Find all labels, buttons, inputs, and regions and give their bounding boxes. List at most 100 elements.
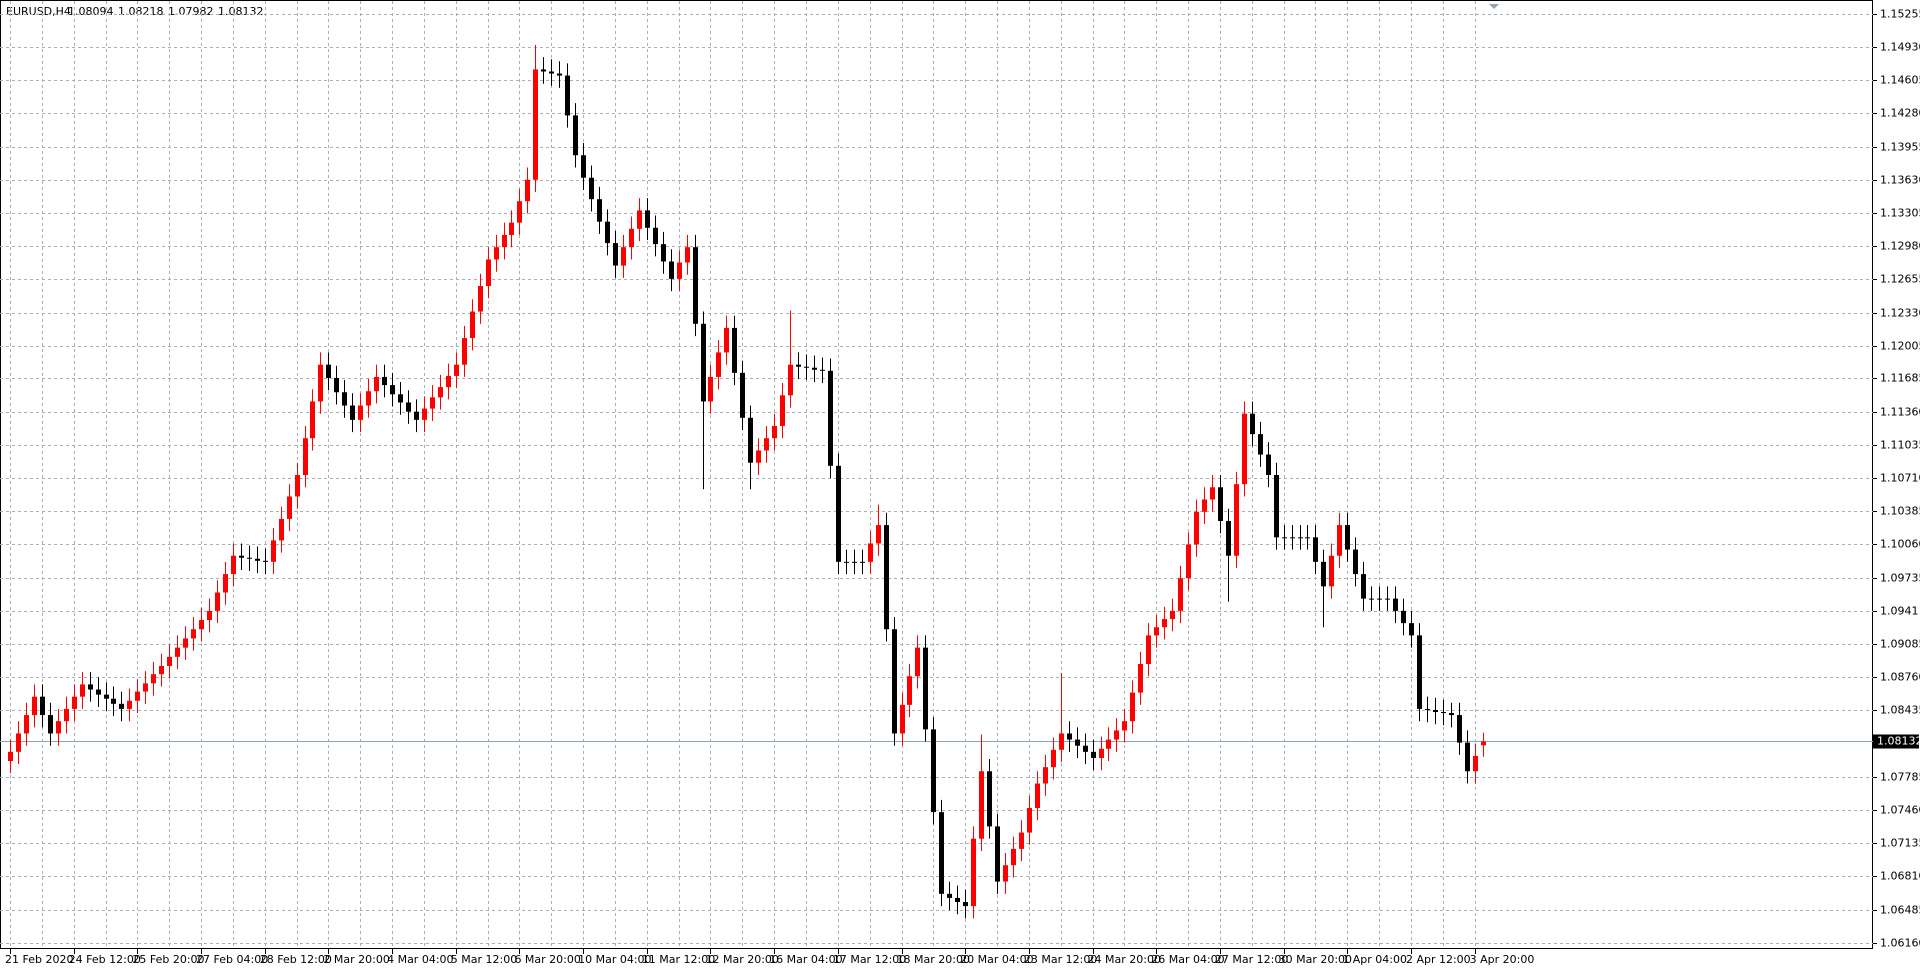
candle-body: [1282, 537, 1287, 539]
candle-body: [589, 177, 594, 200]
y-tick-label: 1.13955: [1880, 141, 1920, 154]
x-tick-label: 24 Feb 12:00: [69, 953, 141, 966]
candle-body: [111, 698, 116, 704]
x-tick-label: 18 Mar 20:00: [897, 953, 970, 966]
candle-body: [1122, 721, 1127, 731]
candle-body: [1011, 848, 1016, 866]
header-value: 1.08218: [118, 5, 164, 18]
candle-body: [446, 375, 451, 388]
candle-body: [295, 475, 300, 497]
candle-body: [1305, 537, 1310, 539]
candle-body: [764, 438, 769, 451]
candle-body: [1393, 598, 1398, 611]
x-tick-label: 6 Mar 20:00: [514, 953, 580, 966]
y-tick-label: 1.12980: [1880, 240, 1920, 253]
x-tick-label: 2 Mar 20:00: [323, 953, 389, 966]
x-tick-label: 24 Mar 20:00: [1088, 953, 1161, 966]
candle-body: [748, 417, 753, 463]
candle-body: [987, 771, 992, 827]
x-tick-label: 2 Apr 12:00: [1406, 953, 1471, 966]
candle-body: [963, 902, 968, 907]
candle-body: [326, 364, 331, 378]
candle-body: [32, 696, 37, 716]
candle-body: [1385, 598, 1390, 600]
y-tick-label: 1.13305: [1880, 207, 1920, 220]
candle-body: [693, 247, 698, 324]
candle-body: [470, 311, 475, 339]
candle-body: [836, 465, 841, 562]
candle-body: [756, 450, 761, 463]
x-tick-label: 3 Apr 20:00: [1470, 953, 1535, 966]
candle-body: [1091, 751, 1096, 758]
candle-body: [334, 377, 339, 393]
candle-body: [1481, 741, 1486, 746]
candle-body: [788, 364, 793, 396]
candle-body: [1059, 733, 1064, 750]
candle-body: [207, 610, 212, 621]
y-tick-label: 1.09085: [1880, 638, 1920, 651]
candle-body: [1242, 413, 1247, 485]
candle-body: [701, 323, 706, 402]
candle-body: [96, 689, 101, 695]
candle-body: [143, 683, 148, 692]
candle-body: [1441, 712, 1446, 714]
shift-marker: [1489, 4, 1499, 9]
candle-body: [183, 638, 188, 648]
candle-body: [1298, 537, 1303, 539]
candle-body: [724, 327, 729, 353]
candle-body: [517, 201, 522, 223]
candle-body: [1003, 865, 1008, 882]
y-tick-label: 1.08760: [1880, 671, 1920, 684]
candle-body: [716, 352, 721, 377]
y-tick-label: 1.07785: [1880, 771, 1920, 784]
candle-body: [613, 243, 618, 266]
candle-body: [509, 222, 514, 235]
y-tick-label: 1.10060: [1880, 538, 1920, 551]
candle-body: [677, 262, 682, 279]
candle-body: [955, 897, 960, 903]
y-tick-label: 1.08435: [1880, 704, 1920, 717]
candle-body: [1218, 487, 1223, 521]
y-tick-label: 1.12330: [1880, 307, 1920, 320]
candle-body: [1250, 413, 1255, 435]
candle-body: [366, 391, 371, 406]
candle-body: [796, 364, 801, 367]
candle-body: [1345, 525, 1350, 550]
price-label-box: [1873, 734, 1919, 749]
candle-body: [828, 370, 833, 466]
y-tick-label: 1.11035: [1880, 439, 1920, 452]
candle-body: [812, 367, 817, 370]
candle-body: [486, 259, 491, 287]
candle-body: [1019, 832, 1024, 849]
candle-body: [573, 115, 578, 156]
candle-body: [979, 771, 984, 839]
candle-body: [876, 525, 881, 544]
candle-body: [239, 555, 244, 558]
candle-body: [231, 555, 236, 575]
candle-body: [342, 392, 347, 406]
candle-body: [1106, 739, 1111, 749]
candle-body: [303, 438, 308, 475]
candle-body: [390, 385, 395, 395]
price-label: 1.08132: [1877, 735, 1920, 748]
y-tick-label: 1.10385: [1880, 505, 1920, 518]
candle-body: [931, 729, 936, 813]
candle-body: [1258, 434, 1263, 455]
candle-body: [438, 387, 443, 398]
candle-body: [1266, 454, 1271, 475]
x-tick-label: 21 Feb 2020: [5, 953, 73, 966]
candle-body: [1274, 475, 1279, 538]
candle-body: [1353, 549, 1358, 575]
candle-body: [852, 561, 857, 563]
candle-body: [287, 496, 292, 519]
candle-body: [907, 676, 912, 705]
candle-body: [502, 234, 507, 248]
candle-body: [374, 376, 379, 392]
candle-body: [1234, 484, 1239, 556]
candle-body: [215, 592, 220, 611]
y-tick-label: 1.14930: [1880, 41, 1920, 54]
x-tick-label: 11 Mar 12:00: [642, 953, 715, 966]
candle-body: [557, 73, 562, 76]
candle-body: [1162, 619, 1167, 628]
candle-body: [939, 812, 944, 894]
